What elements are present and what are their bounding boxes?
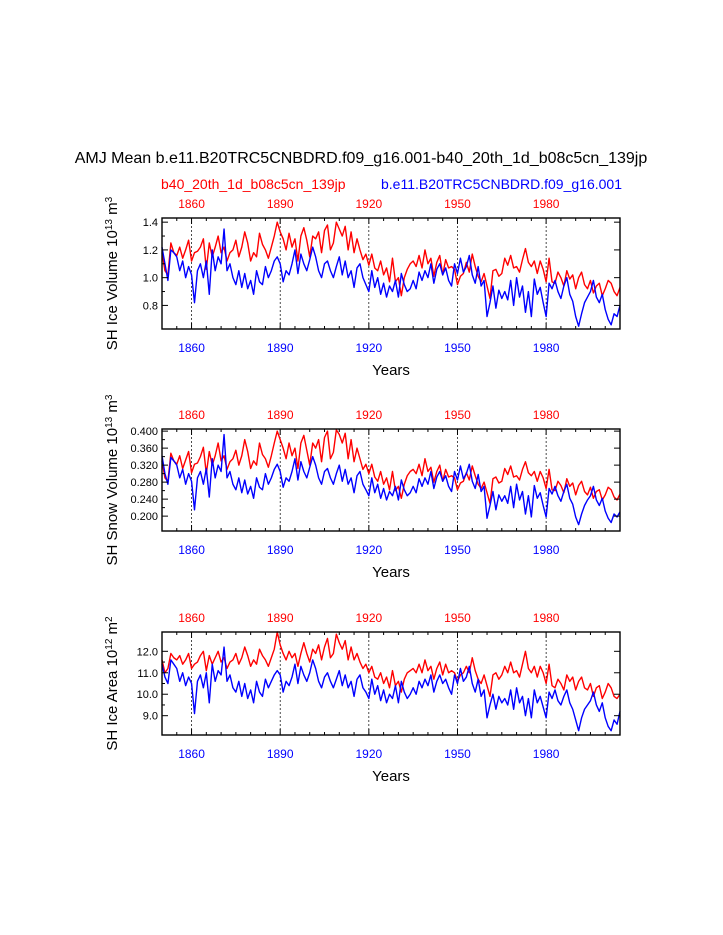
y-tick-label: 11.0 [137,668,158,680]
y-axis-label-text: SH Ice Area 10 [104,650,121,751]
x-tick-label-top: 1890 [267,611,294,625]
y-axis-label: SH Snow Volume 1013 m3 [104,394,122,565]
y-tick-label: 0.280 [130,477,158,489]
series-line-blue [161,433,621,526]
x-tick-label-top: 1980 [533,611,560,625]
y-axis-label-exponent: 12 [104,638,115,650]
y-axis-label-unit: m [104,622,121,639]
x-tick-label-top: 1860 [178,611,205,625]
x-tick-label-bottom: 1860 [178,747,205,761]
x-axis-label: Years [372,362,410,379]
x-tick-label-top: 1920 [355,197,382,211]
y-tick-label: 0.320 [130,460,158,472]
legend-red-label: b40_20th_1d_b08c5cn_139jp [161,176,346,192]
x-tick-label-top: 1920 [355,408,382,422]
y-axis-label-unit: m [104,202,121,219]
y-axis-label-text: SH Ice Volume 10 [104,230,121,350]
x-tick-label-bottom: 1950 [444,747,471,761]
x-tick-label-bottom: 1950 [444,543,471,557]
y-axis-label-exponent: 13 [104,416,115,428]
plot-frame [161,217,621,330]
x-axis-label: Years [372,564,410,581]
x-tick-label-bottom: 1890 [267,747,294,761]
y-axis-label-unit: m [104,400,121,417]
x-tick-label-top: 1950 [444,197,471,211]
figure-title: AMJ Mean b.e11.B20TRC5CNBDRD.f09_g16.001… [75,150,648,167]
x-tick-label-bottom: 1980 [533,747,560,761]
y-tick-label: 0.360 [130,443,158,455]
x-tick-label-bottom: 1890 [267,341,294,355]
x-tick-label-top: 1890 [267,408,294,422]
y-tick-label: 9.0 [143,711,158,723]
chart-panel-2: 0.200 0.240 0.280 0.320 0.360 0.400 1860 1860 18… [104,394,621,581]
x-tick-label-top: 1980 [533,197,560,211]
y-axis-label: SH Ice Area 1012 m2 [104,616,122,751]
series-line-blue [161,646,621,732]
y-axis-label: SH Ice Volume 1013 m3 [104,196,122,350]
x-tick-label-top: 1860 [178,408,205,422]
x-tick-label-top: 1950 [444,408,471,422]
y-tick-label: 0.8 [143,300,158,312]
y-axis-label-exponent: 13 [104,219,115,231]
x-tick-label-bottom: 1860 [178,341,205,355]
y-tick-label: 1.0 [143,273,158,285]
y-tick-label: 0.200 [130,511,158,523]
y-tick-label: 0.240 [130,494,158,506]
y-tick-label: 0.400 [130,426,158,438]
y-axis-label-text: SH Snow Volume 10 [104,428,121,566]
series-line-red [161,221,621,300]
y-tick-label: 1.2 [143,245,158,257]
legend-blue-label: b.e11.B20TRC5CNBDRD.f09_g16.001 [381,176,622,192]
y-tick-label: 1.4 [143,217,158,229]
x-tick-label-bottom: 1920 [355,543,382,557]
x-tick-label-bottom: 1980 [533,543,560,557]
series-line-red [161,429,621,505]
x-tick-label-bottom: 1860 [178,543,205,557]
x-tick-label-bottom: 1980 [533,341,560,355]
y-axis-label-unit-exponent: 2 [104,616,115,622]
y-tick-label: 10.0 [137,689,158,701]
x-tick-label-top: 1980 [533,408,560,422]
x-tick-label-top: 1920 [355,611,382,625]
x-axis-label: Years [372,768,410,785]
x-tick-label-bottom: 1890 [267,543,294,557]
x-tick-label-bottom: 1950 [444,341,471,355]
chart-panel-1: 0.8 1.0 1.2 1.4 1860 1860 1890 1890 1920 1920 1950… [104,196,621,379]
y-tick-label: 12.0 [137,646,158,658]
x-tick-label-top: 1950 [444,611,471,625]
x-tick-label-bottom: 1920 [355,747,382,761]
x-tick-label-top: 1860 [178,197,205,211]
x-tick-label-bottom: 1920 [355,341,382,355]
y-axis-label-unit-exponent: 3 [104,196,115,202]
chart-panel-3: 9.0 10.0 11.0 12.0 1860 1860 1890 1890 1920 1920 1… [104,611,621,785]
series-line-red [161,631,621,700]
plot-frame [161,428,621,532]
y-axis-label-unit-exponent: 3 [104,394,115,400]
x-tick-label-top: 1890 [267,197,294,211]
series-line-blue [161,228,621,327]
